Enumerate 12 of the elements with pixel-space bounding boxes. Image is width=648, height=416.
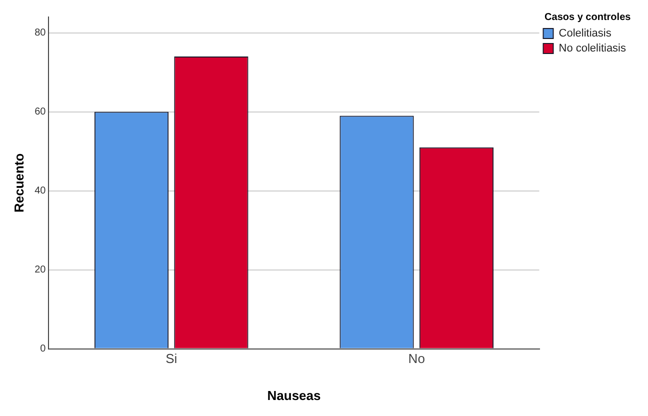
x-tick-label: No (408, 351, 425, 366)
y-axis-title: Recuento (11, 153, 26, 213)
x-tick-label: Si (166, 351, 178, 366)
x-axis-title: Nauseas (267, 388, 321, 403)
y-tick-label: 0 (40, 344, 46, 355)
y-tick-label: 60 (34, 106, 46, 118)
y-tick-label: 80 (34, 28, 46, 39)
legend-title: Casos y controles (544, 12, 632, 23)
y-tick-label: 40 (34, 186, 46, 197)
y-tick-label: 20 (34, 264, 46, 276)
legend-label: No colelitiasis (558, 42, 626, 55)
legend-label: Colelitiasis (558, 28, 612, 40)
